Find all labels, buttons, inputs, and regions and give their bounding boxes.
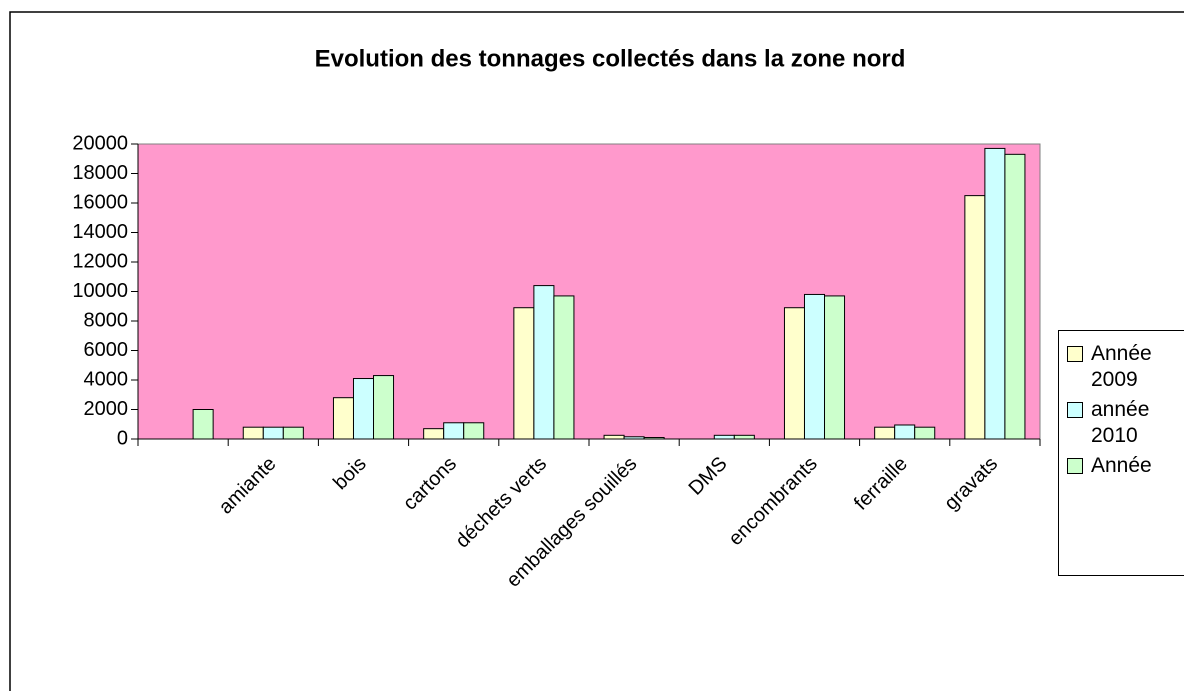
bar (553, 295, 575, 440)
bar (733, 434, 755, 440)
bar (373, 375, 395, 440)
y-tick-label: 2000 (84, 398, 129, 420)
y-tick-label: 16000 (72, 191, 128, 213)
bar (352, 378, 375, 440)
bar (282, 426, 304, 440)
bar (874, 426, 896, 440)
legend-item: Année (1067, 453, 1184, 479)
bar (443, 422, 465, 440)
chart-title: Evolution des tonnages collectés dans la… (315, 45, 906, 72)
bar (984, 147, 1006, 440)
legend-label: Année (1091, 454, 1152, 477)
bar (242, 426, 264, 440)
bar (463, 422, 485, 440)
y-tick-label: 18000 (72, 162, 128, 184)
y-tick-label: 12000 (72, 250, 128, 272)
bar (713, 434, 735, 440)
legend-item: Année 2009 (1067, 341, 1184, 393)
y-tick-label: 20000 (72, 132, 128, 154)
y-tick-label: 6000 (84, 339, 129, 361)
y-tick-label: 8000 (84, 309, 129, 331)
y-tick-label: 10000 (72, 280, 128, 302)
y-tick-label: 14000 (72, 221, 128, 243)
bar (783, 307, 805, 440)
legend-item: année 2010 (1067, 397, 1184, 449)
bar (1004, 153, 1026, 440)
bar (964, 195, 986, 440)
legend: Année 2009 année 2010 Année (1058, 330, 1184, 576)
y-tick-label: 0 (117, 427, 128, 449)
bar (643, 437, 665, 440)
legend-label: année 2010 (1091, 398, 1150, 447)
y-tick-label: 4000 (84, 368, 129, 390)
bar (513, 307, 535, 440)
bar (192, 409, 214, 440)
bar (533, 285, 555, 440)
bar (623, 436, 645, 440)
bar (332, 397, 354, 440)
legend-swatch (1067, 402, 1083, 418)
bar (803, 293, 826, 440)
legend-label: Année 2009 (1091, 342, 1152, 391)
legend-swatch (1067, 346, 1083, 362)
bar (824, 295, 846, 440)
bar (894, 424, 916, 440)
bar (423, 428, 445, 440)
legend-swatch (1067, 458, 1083, 474)
bar (603, 434, 625, 440)
plot-area (137, 143, 1041, 440)
bar (262, 426, 284, 440)
bar (914, 426, 936, 440)
